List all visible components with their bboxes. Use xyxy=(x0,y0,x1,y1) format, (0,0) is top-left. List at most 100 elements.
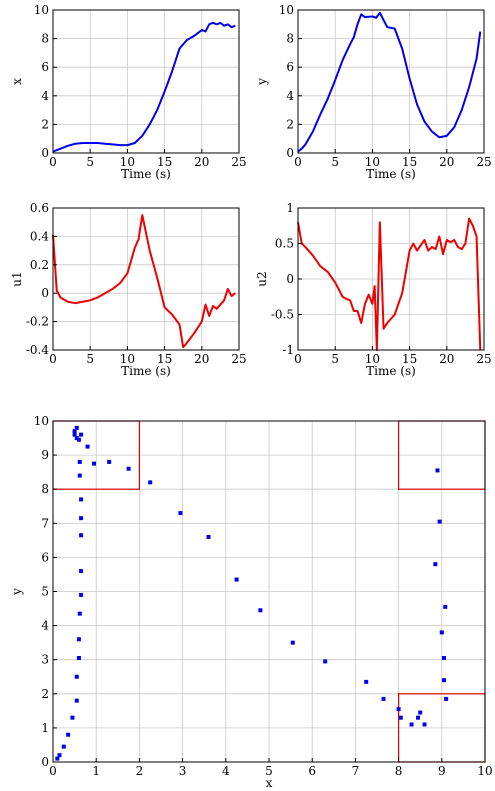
y-tick-label: 0.4 xyxy=(30,229,49,243)
x-tick-label: 0 xyxy=(294,352,302,366)
scatter-point xyxy=(422,722,427,727)
x-axis-label: Time (s) xyxy=(366,364,416,378)
x-tick-label: 7 xyxy=(352,764,360,778)
y-tick-label: 6 xyxy=(286,60,294,74)
series-line xyxy=(52,21,236,153)
x-tick-label: 0 xyxy=(294,155,302,169)
x-axis-label: Time (s) xyxy=(121,167,171,181)
axes-frame xyxy=(52,9,240,154)
scatter-point xyxy=(76,437,81,442)
x-tick-label: 5 xyxy=(265,764,273,778)
scatter-point xyxy=(92,461,97,466)
scatter-point xyxy=(74,425,79,430)
scatter-point xyxy=(398,715,403,720)
scatter-point xyxy=(323,659,328,664)
y-tick-label: 2 xyxy=(41,117,49,131)
scatter-point xyxy=(79,516,84,521)
scatter-point xyxy=(148,480,153,485)
scatter-point xyxy=(76,637,81,642)
y-tick-label: 0.5 xyxy=(275,237,294,251)
scatter-point xyxy=(290,640,295,645)
x-tick-label: 10 xyxy=(120,352,135,366)
scatter-point xyxy=(364,679,369,684)
y-tick-label: 0.6 xyxy=(30,201,49,215)
scatter-point xyxy=(433,562,438,567)
y-tick-label: 7 xyxy=(41,516,49,530)
scatter-point xyxy=(418,710,423,715)
x-tick-label: 5 xyxy=(86,352,94,366)
y-tick-label: 6 xyxy=(41,60,49,74)
y-tick-label: 8 xyxy=(41,482,49,496)
axes-frame xyxy=(52,207,240,351)
scatter-point xyxy=(435,468,440,473)
scatter-point xyxy=(416,715,421,720)
y-tick-label: 2 xyxy=(41,687,49,701)
scatter-point xyxy=(77,459,82,464)
scatter-point xyxy=(57,753,62,758)
x-axis-label: Time (s) xyxy=(121,364,171,378)
y-tick-label: 0.2 xyxy=(30,258,49,272)
u2-vs-time-plot: 0 5 10 15 20 25 -1 -0.5 0 0.5 1 Time (s) u2 xyxy=(255,201,492,378)
y-tick-label: 4 xyxy=(41,619,49,633)
series-line xyxy=(52,214,236,349)
scatter-point xyxy=(77,473,82,478)
y-axis-label: x xyxy=(10,78,24,85)
scatter-point xyxy=(55,756,60,761)
y-tick-label: -1 xyxy=(282,343,294,357)
x-tick-label: 15 xyxy=(157,352,172,366)
y-tick-label: 6 xyxy=(41,550,49,564)
scatter-point xyxy=(439,630,444,635)
x-tick-label: 15 xyxy=(402,352,417,366)
scatter-point xyxy=(79,432,84,437)
x-tick-label: 5 xyxy=(331,352,339,366)
scatter-point xyxy=(396,707,401,712)
x-axis-label: x xyxy=(266,776,273,790)
x-tick-label: 15 xyxy=(402,155,417,169)
x-tick-label: 25 xyxy=(476,352,491,366)
scatter-point xyxy=(76,655,81,660)
x-tick-label: 25 xyxy=(231,155,246,169)
x-tick-label: 20 xyxy=(439,352,454,366)
y-tick-label: 2 xyxy=(286,117,294,131)
scatter-point xyxy=(79,569,84,574)
scatter-point xyxy=(409,722,414,727)
y-tick-label: 0 xyxy=(41,146,49,160)
scatter-point xyxy=(74,674,79,679)
y-axis-label: y xyxy=(10,588,24,596)
y-tick-label: 10 xyxy=(279,3,294,17)
axes-frame xyxy=(297,9,485,154)
y-tick-label: 4 xyxy=(41,89,49,103)
y-tick-label: 8 xyxy=(41,32,49,46)
y-tick-label: -0.5 xyxy=(271,308,294,322)
x-tick-label: 6 xyxy=(308,764,316,778)
scatter-point xyxy=(441,678,446,683)
x-tick-label: 5 xyxy=(86,155,94,169)
x-tick-label: 10 xyxy=(477,764,492,778)
scatter-point xyxy=(437,519,442,524)
y-tick-label: -0.4 xyxy=(26,343,50,357)
scatter-point xyxy=(66,732,71,737)
scatter-point xyxy=(444,696,449,701)
scatter-point xyxy=(72,432,77,437)
y-tick-label: 1 xyxy=(286,201,294,215)
scatter-point xyxy=(74,436,79,441)
scatter-point xyxy=(441,655,446,660)
scatter-point xyxy=(72,429,77,434)
series-line xyxy=(297,217,482,351)
y-tick-label: 8 xyxy=(286,32,294,46)
scatter-point xyxy=(77,611,82,616)
scatter-point xyxy=(107,459,112,464)
series-line xyxy=(297,11,482,153)
y-tick-label: 5 xyxy=(41,585,49,599)
scatter-point xyxy=(85,444,90,449)
scatter-point xyxy=(206,534,211,539)
x-tick-label: 10 xyxy=(365,155,380,169)
scatter-point xyxy=(79,592,84,597)
y-tick-label: 0 xyxy=(41,755,49,769)
x-tick-label: 2 xyxy=(136,764,144,778)
scatter-point xyxy=(258,608,263,613)
scatter-point xyxy=(79,533,84,538)
y-axis-label: y xyxy=(255,78,269,86)
